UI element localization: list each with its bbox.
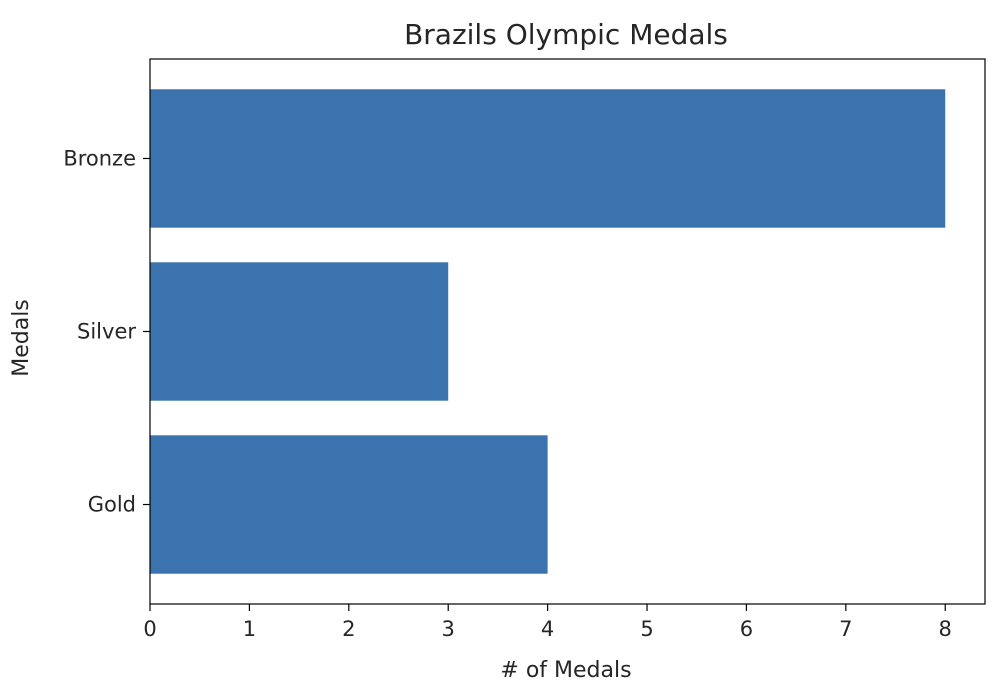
x-tick-label: 7 — [839, 617, 852, 641]
x-tick-label: 8 — [939, 617, 952, 641]
y-tick-label: Gold — [88, 493, 136, 517]
bar-gold — [150, 435, 548, 574]
x-axis-ticks: 0 1 2 3 4 5 6 7 8 — [143, 604, 952, 641]
bar-bronze — [150, 89, 946, 228]
x-tick-label: 3 — [442, 617, 455, 641]
x-tick-label: 0 — [143, 617, 156, 641]
x-tick-label: 4 — [541, 617, 554, 641]
x-axis-label: # of Medals — [500, 658, 631, 683]
x-tick-label: 1 — [243, 617, 256, 641]
x-tick-label: 5 — [640, 617, 653, 641]
x-tick-label: 6 — [740, 617, 753, 641]
y-tick-label: Silver — [77, 320, 136, 344]
y-axis-ticks: Gold Silver Bronze — [63, 146, 150, 517]
plot-frame — [149, 58, 986, 605]
x-tick-label: 2 — [342, 617, 355, 641]
bar-silver — [150, 262, 449, 401]
chart-title: Brazils Olympic Medals — [404, 18, 728, 51]
bar-group — [150, 89, 946, 574]
y-axis-label: Medals — [9, 299, 34, 377]
y-tick-label: Bronze — [63, 146, 136, 170]
